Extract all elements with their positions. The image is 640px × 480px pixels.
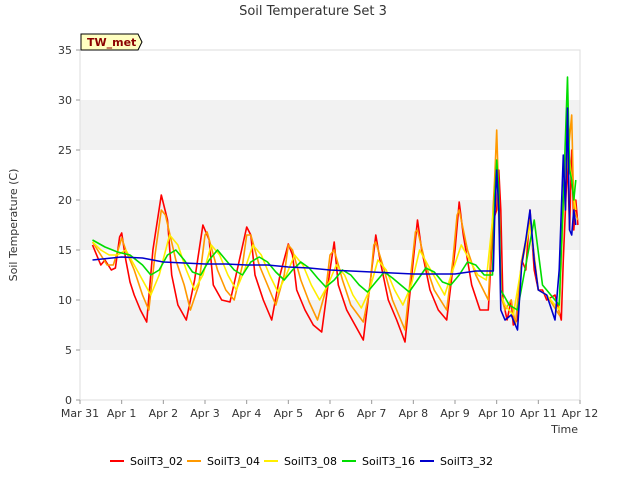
chart-title: Soil Temperature Set 3	[239, 4, 387, 19]
annotation-badge: TW_met	[80, 33, 143, 51]
x-tick-label: Apr 11	[520, 407, 557, 420]
x-tick-label: Mar 31	[61, 407, 99, 420]
y-tick-label: 5	[65, 344, 72, 357]
grid-band	[80, 200, 580, 250]
legend-label: SoilT3_02	[130, 455, 183, 468]
x-axis-ticks: Mar 31 Apr 1 Apr 2 Apr 3 Apr 4 Apr 5 Apr 6 Apr …	[61, 400, 598, 420]
x-tick-label: Apr 10	[478, 407, 515, 420]
legend-label: SoilT3_08	[284, 455, 337, 468]
x-tick-label: Apr 5	[274, 407, 304, 420]
y-tick-label: 20	[58, 194, 72, 207]
legend-label: SoilT3_32	[440, 455, 493, 468]
plot-bands	[80, 50, 580, 400]
grid-band	[80, 50, 580, 100]
x-tick-label: Apr 9	[440, 407, 470, 420]
x-tick-label: Apr 2	[149, 407, 179, 420]
y-tick-label: 0	[65, 394, 72, 407]
y-tick-label: 10	[58, 294, 72, 307]
y-tick-label: 30	[58, 94, 72, 107]
x-tick-label: Apr 4	[232, 407, 262, 420]
grid-band	[80, 100, 580, 150]
series-line-soilt3_04	[91, 114, 579, 331]
x-tick-label: Apr 6	[315, 407, 345, 420]
grid-band	[80, 150, 580, 200]
annotation-text: TW_met	[87, 36, 136, 49]
grid-band	[80, 350, 580, 400]
series-line-soilt3_16	[92, 76, 577, 311]
series-line-soilt3_32	[92, 107, 577, 331]
y-axis-label: Soil Temperature (C)	[7, 169, 20, 282]
x-tick-label: Apr 12	[562, 407, 599, 420]
y-tick-label: 15	[58, 244, 72, 257]
series-line-soilt3_08	[91, 139, 577, 316]
y-tick-label: 25	[58, 144, 72, 157]
legend-label: SoilT3_16	[362, 455, 415, 468]
x-tick-label: Apr 1	[107, 407, 137, 420]
x-tick-label: Apr 7	[357, 407, 387, 420]
x-tick-label: Apr 8	[399, 407, 429, 420]
y-tick-label: 35	[58, 44, 72, 57]
legend: SoilT3_02 SoilT3_04 SoilT3_08 SoilT3_16 Soil…	[110, 455, 493, 468]
grid-band	[80, 300, 580, 350]
x-axis-label: Time	[550, 423, 578, 436]
series-lines	[91, 76, 579, 343]
y-axis-ticks: 0 5 10 15 20 25 30 35	[58, 44, 80, 407]
x-tick-label: Apr 3	[190, 407, 220, 420]
legend-label: SoilT3_04	[207, 455, 260, 468]
